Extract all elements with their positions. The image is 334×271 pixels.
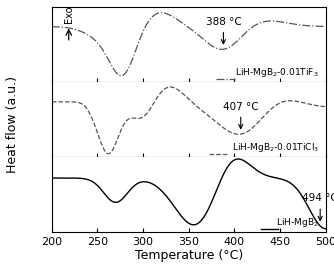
Text: LiH-MgB$_2$-0.01TiCl$_3$: LiH-MgB$_2$-0.01TiCl$_3$ <box>232 141 319 154</box>
Text: LiH-MgB$_2$-0.01TiF$_3$: LiH-MgB$_2$-0.01TiF$_3$ <box>235 66 319 79</box>
Text: Heat flow (a.u.): Heat flow (a.u.) <box>6 76 19 173</box>
Text: 407 °C: 407 °C <box>223 102 259 129</box>
Text: Exo: Exo <box>64 6 74 23</box>
Text: 388 °C: 388 °C <box>205 17 241 44</box>
Text: 494 °C: 494 °C <box>302 193 334 220</box>
Text: LiH-MgB$_2$: LiH-MgB$_2$ <box>276 216 319 229</box>
X-axis label: Temperature (°C): Temperature (°C) <box>135 249 243 262</box>
